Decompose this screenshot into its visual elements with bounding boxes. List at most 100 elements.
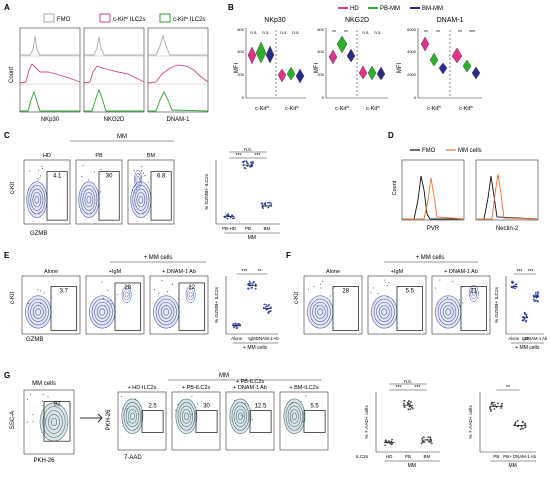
dotplot: % 7-AAD+ cells PB PB+ DNAM-1 Ab ** MM <box>468 385 537 469</box>
facs-contour <box>179 405 194 428</box>
facs-ylabel: PKH-26 <box>106 409 112 431</box>
dotplot-point <box>265 305 267 308</box>
dotplot-point <box>406 401 409 404</box>
dotplot-point <box>490 402 493 405</box>
tick-label: 400 <box>237 49 244 54</box>
facs-gate <box>150 171 172 221</box>
facs-event-dot <box>144 175 146 177</box>
facs-event-dot <box>134 191 136 193</box>
sig-label: ** <box>332 30 336 36</box>
facs-ylabel: c-Kit <box>10 182 16 194</box>
gate-value: 6.8 <box>157 174 166 180</box>
facs-event-dot <box>37 179 39 181</box>
facs-plot: BM 6.8 <box>127 153 175 225</box>
ckit-lo-histogram <box>84 88 144 112</box>
fmo-histogram <box>148 34 208 56</box>
facs-event-dot <box>111 303 113 305</box>
facs-event-dot <box>42 393 44 395</box>
facs-contour <box>287 405 302 428</box>
dotplot-point <box>512 281 515 284</box>
facs-event-dot <box>143 173 145 175</box>
panel-a-frame-2 <box>83 27 145 113</box>
facs-event-dot <box>383 279 385 281</box>
facs-event-dot <box>39 177 41 179</box>
dotplot-point <box>493 408 496 410</box>
violin-bm-mm <box>438 62 448 75</box>
facs-gate <box>460 286 487 331</box>
dotplot-point <box>389 442 392 445</box>
panel-a-xlabel-3: DNAM-1 <box>166 117 190 123</box>
panel-e: E + MM cells c-Kit GZMB Alone 3.7 +IgM 28 + … <box>4 251 279 351</box>
facs-event-dot <box>191 395 193 397</box>
facs-event-dot <box>28 188 30 190</box>
facs-event-dot <box>127 421 129 423</box>
facs-xlabel: GZMB <box>30 231 47 237</box>
facs-contour <box>82 188 96 211</box>
g-first-title: MM cells <box>32 381 56 387</box>
dotplot-point <box>268 310 271 313</box>
x-group-label: c-Kitlo <box>459 105 473 112</box>
violin-hd <box>277 68 287 83</box>
dotplot-xlabel: Alone <box>508 336 519 341</box>
violin-hd <box>358 65 368 80</box>
facs-event-dot <box>135 188 137 190</box>
facs-event-dot <box>322 280 324 282</box>
facs-contour <box>50 417 58 427</box>
violin-hd <box>451 47 463 64</box>
facs-event-dot <box>42 404 44 406</box>
facs-plot: + BM-ILC2s 5.5 <box>279 385 329 451</box>
facs-contour <box>42 406 66 438</box>
dotplot-point <box>403 402 405 405</box>
dotplot-xlabel: Alone <box>231 336 243 341</box>
facs-event-dot <box>244 403 246 405</box>
dotplot-xlabel: PB <box>245 226 251 231</box>
facs-event-dot <box>37 289 39 291</box>
facs-contour <box>289 409 299 424</box>
facs-title: Alone <box>326 269 340 275</box>
legend-label-fmo: FMO <box>57 17 71 23</box>
facs-plot: +IgM 28 <box>85 269 145 335</box>
facs-plot: PB 30 <box>75 153 123 225</box>
facs-contour <box>435 295 462 329</box>
tick-label: 600 <box>237 27 244 32</box>
facs-contour <box>84 192 94 208</box>
x-group-label: c-Kithi <box>427 105 441 112</box>
legend-label-ckit-hi: c-Kithi ILC2s <box>113 15 145 23</box>
facs-contour <box>371 295 398 329</box>
dotplot-group: MM <box>508 463 516 469</box>
sig-label: n.s. <box>292 30 299 35</box>
facs-contour <box>121 286 132 303</box>
facs-contour <box>45 410 63 434</box>
dotplot-point <box>261 202 264 205</box>
dotplot-point <box>420 442 423 445</box>
facs-title: BM <box>147 153 156 159</box>
gate-value: 2.5 <box>148 404 157 410</box>
facs-event-dot <box>102 297 104 299</box>
facs-contour <box>28 185 46 215</box>
sig-label: *** <box>241 269 247 275</box>
facs-gate <box>332 286 359 331</box>
dotplot-point <box>384 439 387 442</box>
facs-contour <box>25 295 52 329</box>
sig-label: *** <box>414 385 420 391</box>
sig-label: n.s. <box>244 147 252 153</box>
dotplot-point <box>522 315 525 318</box>
dotplot-point <box>391 438 394 441</box>
tick-label: 6000 <box>407 27 417 32</box>
facs-event-dot <box>452 281 454 283</box>
dotplot-point <box>427 436 430 439</box>
facs-event-dot <box>36 178 38 180</box>
group-header: MM <box>219 373 229 379</box>
dotplot-point <box>429 436 432 439</box>
facs-event-dot <box>104 305 106 307</box>
group-header: + MM cells <box>144 255 173 261</box>
subplot-title: NKG2D <box>345 17 369 24</box>
dotplot-point <box>430 440 433 443</box>
facs-title: + PB-ILC2s <box>236 379 265 385</box>
dotplot-point <box>267 206 270 209</box>
panel-b-subplot-dnam1: DNAM-1 MFI 0 2000 4000 6000 ** ** ** ***… <box>397 17 482 112</box>
dotplot-point <box>410 406 413 409</box>
ckit-hi-histogram <box>147 64 209 84</box>
